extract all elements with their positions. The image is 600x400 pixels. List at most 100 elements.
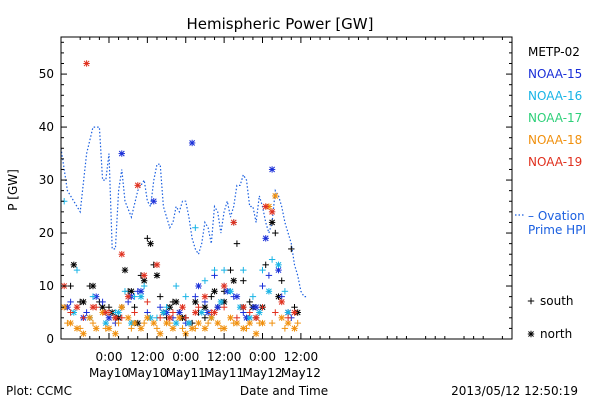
data-point bbox=[176, 314, 183, 322]
data-point bbox=[83, 309, 90, 316]
data-point bbox=[86, 314, 93, 322]
marker-stroke bbox=[189, 140, 196, 146]
marker-stroke bbox=[278, 314, 285, 321]
data-point bbox=[291, 309, 298, 316]
data-point bbox=[217, 325, 225, 332]
data-point bbox=[249, 304, 257, 311]
marker-stroke bbox=[138, 325, 144, 332]
data-point bbox=[73, 304, 81, 311]
data-point bbox=[252, 314, 260, 322]
data-point bbox=[172, 282, 180, 290]
data-point bbox=[220, 304, 228, 311]
data-point bbox=[291, 325, 298, 332]
data-point bbox=[112, 314, 119, 322]
x-tick-time-label: 0:00 bbox=[172, 350, 199, 364]
data-point bbox=[64, 319, 71, 327]
marker-stroke bbox=[278, 298, 285, 305]
data-point bbox=[268, 166, 276, 173]
data-point bbox=[220, 282, 228, 290]
data-point bbox=[131, 293, 138, 300]
marker-stroke bbox=[176, 314, 183, 321]
data-point bbox=[134, 182, 141, 189]
marker-stroke bbox=[86, 314, 93, 321]
data-point bbox=[166, 314, 173, 322]
series-noaa-19-south bbox=[67, 298, 292, 322]
y-tick-label: 30 bbox=[39, 173, 54, 187]
data-point bbox=[217, 298, 225, 306]
data-point bbox=[144, 298, 151, 306]
marker-stroke bbox=[272, 193, 279, 199]
marker-stroke bbox=[240, 304, 247, 311]
data-point bbox=[294, 319, 301, 327]
marker-stroke bbox=[208, 314, 215, 321]
data-point bbox=[156, 330, 164, 337]
data-point bbox=[227, 266, 234, 274]
data-point bbox=[67, 282, 74, 290]
data-point bbox=[137, 325, 145, 332]
data-point bbox=[140, 319, 148, 327]
marker-stroke bbox=[262, 235, 269, 242]
data-point bbox=[284, 309, 292, 316]
x-tick-date-label: May12 bbox=[281, 366, 321, 380]
marker-stroke bbox=[134, 182, 141, 189]
legend-ovation-label: – Ovation bbox=[528, 209, 585, 223]
y-tick-label: 40 bbox=[39, 120, 54, 134]
data-point bbox=[256, 319, 263, 327]
axis-layer: 010203040500:00May1012:00May100:00May111… bbox=[39, 37, 512, 380]
y-tick-label: 0 bbox=[46, 332, 54, 346]
marker-stroke bbox=[106, 314, 112, 321]
x-tick-time-label: 12:00 bbox=[284, 350, 319, 364]
data-point bbox=[252, 330, 260, 337]
data-point bbox=[201, 325, 209, 332]
data-point bbox=[131, 319, 138, 327]
data-point bbox=[208, 309, 215, 316]
data-point bbox=[185, 319, 193, 327]
footer-timestamp: 2013/05/12 12:50:19 bbox=[451, 384, 578, 398]
data-point bbox=[70, 261, 77, 269]
x-tick-date-label: May10 bbox=[89, 366, 129, 380]
data-point bbox=[268, 219, 276, 226]
marker-stroke bbox=[179, 304, 186, 311]
legend-entry: NOAA-19 bbox=[528, 155, 582, 169]
marker-stroke bbox=[269, 219, 276, 226]
data-point bbox=[227, 288, 234, 295]
data-point bbox=[105, 309, 113, 316]
data-point bbox=[211, 288, 218, 295]
data-point bbox=[230, 277, 237, 284]
marker-stroke bbox=[275, 261, 282, 268]
marker-stroke bbox=[202, 304, 208, 311]
data-point bbox=[118, 314, 125, 322]
marker-stroke bbox=[246, 320, 253, 327]
data-point bbox=[172, 319, 180, 327]
data-point bbox=[230, 219, 237, 226]
y-axis-label: P [GW] bbox=[6, 169, 20, 211]
data-point bbox=[268, 319, 276, 327]
data-point bbox=[262, 203, 269, 210]
plot-frame bbox=[60, 36, 513, 340]
x-tick-date-label: May10 bbox=[127, 366, 167, 380]
legend-symbol-label: north bbox=[540, 327, 572, 341]
data-point bbox=[131, 309, 138, 316]
marker-stroke bbox=[256, 309, 263, 316]
marker-stroke bbox=[144, 314, 151, 321]
marker-stroke bbox=[150, 198, 157, 205]
marker-stroke bbox=[230, 277, 237, 284]
data-point bbox=[265, 288, 273, 295]
data-point bbox=[240, 277, 247, 284]
data-point bbox=[118, 304, 125, 311]
legend-entry: NOAA-17 bbox=[528, 111, 582, 125]
series-noaa-18-south bbox=[64, 319, 301, 332]
data-point bbox=[256, 309, 263, 316]
data-point bbox=[83, 60, 90, 67]
data-point bbox=[227, 314, 234, 322]
data-point bbox=[156, 293, 164, 300]
data-point bbox=[262, 261, 269, 269]
data-point bbox=[80, 314, 87, 322]
x-tick-date-label: May11 bbox=[166, 366, 206, 380]
marker-stroke bbox=[253, 314, 260, 321]
data-point bbox=[60, 304, 68, 311]
data-point bbox=[89, 293, 97, 300]
footer-credit: Plot: CCMC bbox=[6, 384, 72, 398]
marker-stroke bbox=[102, 320, 109, 327]
